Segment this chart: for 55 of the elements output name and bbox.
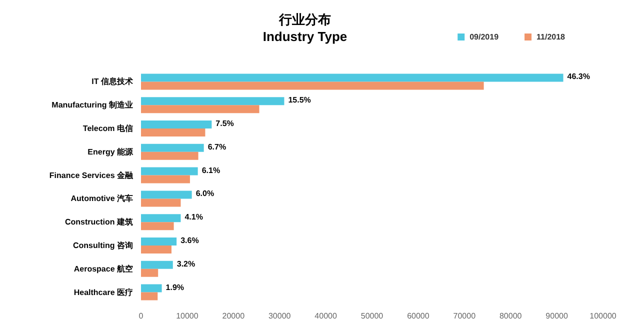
legend-label: 09/2019 xyxy=(470,32,500,42)
x-tick-label: 80000 xyxy=(499,312,522,320)
annotation: 15.5% xyxy=(288,96,311,105)
y-tick-label: Energy 能源 xyxy=(88,147,134,156)
x-tick-label: 50000 xyxy=(360,312,384,320)
y-tick-label: Aerospace 航空 xyxy=(74,263,133,274)
y-tick-label: Consulting 咨询 xyxy=(73,241,133,250)
annotation: 46.3% xyxy=(567,72,590,82)
x-tick-label: 40000 xyxy=(314,312,338,320)
bar xyxy=(141,128,206,136)
annotation: 7.5% xyxy=(216,119,234,128)
y-tick-label: Finance Services 金融 xyxy=(49,170,134,180)
bar xyxy=(141,167,198,176)
annotation: 3.6% xyxy=(180,236,199,245)
annotation: 4.1% xyxy=(184,212,203,222)
y-tick-label: Construction 建筑 xyxy=(65,218,133,227)
annotation: 1.9% xyxy=(166,282,184,292)
bar xyxy=(141,222,174,230)
chart-subtitle: Industry Type xyxy=(262,29,348,44)
bar xyxy=(141,97,284,106)
annotation: 6.1% xyxy=(202,166,220,175)
bar xyxy=(141,144,204,152)
bar xyxy=(141,268,158,277)
x-tick-label: 20000 xyxy=(222,312,246,320)
bar xyxy=(141,74,564,82)
chart-title: 行业分布 xyxy=(278,12,331,27)
bar xyxy=(141,82,484,90)
bar xyxy=(141,238,177,246)
annotation: 6.0% xyxy=(196,189,214,198)
bar xyxy=(141,284,162,292)
y-tick-label: Automotive 汽车 xyxy=(70,194,133,204)
x-tick-label: 90000 xyxy=(546,312,568,320)
bar xyxy=(141,292,158,300)
bar xyxy=(141,105,260,114)
bar xyxy=(141,214,181,222)
bar xyxy=(141,190,192,199)
y-tick-label: Manufacturing 制造业 xyxy=(52,100,133,110)
x-tick-label: 0 xyxy=(138,312,144,320)
bar xyxy=(141,152,198,160)
y-tick-label: Telecom 电信 xyxy=(82,124,133,133)
x-tick-label: 70000 xyxy=(453,312,476,320)
x-tick-label: 30000 xyxy=(268,312,292,320)
x-tick-label: 60000 xyxy=(407,312,430,320)
annotation: 6.7% xyxy=(208,142,226,152)
bar xyxy=(141,260,173,269)
annotation: 3.2% xyxy=(176,259,196,268)
y-tick-label: Healthcare 医疗 xyxy=(74,288,133,297)
y-tick-label: IT 信息技术 xyxy=(92,77,134,86)
x-tick-label: 10000 xyxy=(176,312,199,320)
legend-label: 11/2018 xyxy=(536,32,566,42)
bar xyxy=(141,120,212,128)
x-tick-label: 100000 xyxy=(590,312,617,320)
bar xyxy=(141,198,181,207)
bar xyxy=(141,246,172,254)
bar xyxy=(141,175,190,184)
